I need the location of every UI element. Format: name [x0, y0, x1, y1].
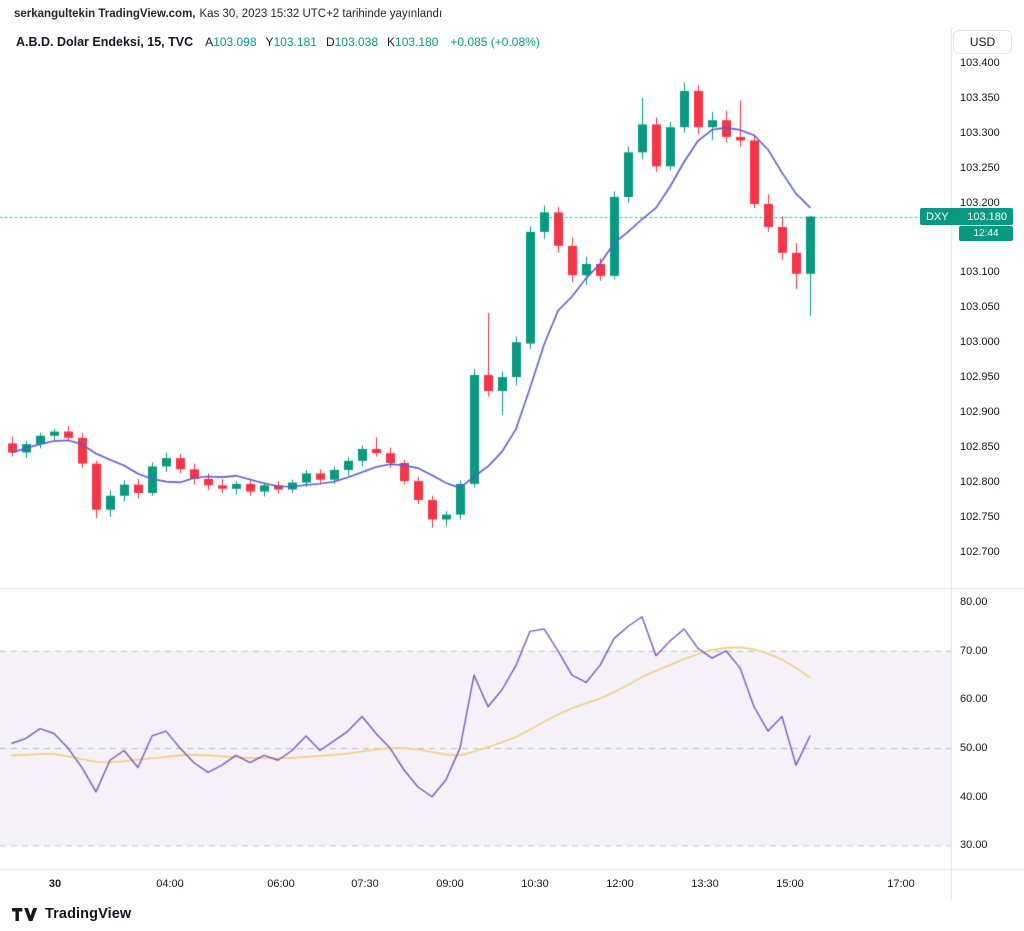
price-tick-label: 102.750 [960, 510, 1000, 523]
price-tick-label: 102.700 [960, 545, 1000, 558]
price-tick-label: 102.950 [960, 371, 1000, 384]
price-tick-label: 103.100 [960, 266, 1000, 279]
price-tick-label: 103.250 [960, 161, 1000, 174]
price-axis[interactable]: 103.400 103.350 103.300 103.250 103.200 103.1… [952, 28, 1024, 870]
rsi-tick-label: 40.00 [960, 790, 988, 803]
attribution-publisher: serkangultekin TradingView.com, [14, 8, 196, 20]
chart-legend: A.B.D. Dolar Endeksi, 15, TVC A103.098 Y… [16, 33, 540, 51]
rsi-tick-label: 80.00 [960, 596, 988, 609]
bar-countdown-badge: 12:44 [959, 226, 1013, 241]
attribution-bar: serkangultekin TradingView.com, Kas 30, … [14, 0, 442, 28]
last-price-value: 103.180 [967, 210, 1007, 223]
price-tick-label: 103.200 [960, 196, 1000, 209]
symbol-title[interactable]: A.B.D. Dolar Endeksi, 15, TVC [16, 35, 194, 49]
time-tick-label: 15:00 [776, 878, 804, 890]
time-tick-label: 17:00 [887, 878, 915, 890]
rsi-tick-label: 30.00 [960, 839, 988, 852]
time-tick-label: 04:00 [156, 878, 184, 890]
time-axis[interactable]: 30 04:00 06:00 07:30 09:00 10:30 12:00 13:30 15:… [0, 870, 1024, 902]
tradingview-logo-icon [12, 907, 38, 922]
time-tick-label: 09:00 [436, 878, 464, 890]
ohlc-open: A103.098 [205, 35, 257, 49]
price-tick-label: 103.000 [960, 336, 1000, 349]
price-tick-label: 103.400 [960, 56, 1000, 69]
currency-button[interactable]: USD [953, 30, 1012, 54]
price-tick-label: 102.850 [960, 440, 1000, 453]
price-tick-label: 102.800 [960, 475, 1000, 488]
ohlc-high: Y103.181 [265, 35, 317, 49]
price-tick-label: 103.050 [960, 301, 1000, 314]
last-price-badge: DXY 103.180 [920, 208, 1013, 225]
ohlc-low: D103.038 [325, 35, 379, 49]
change-value: +0.085 (+0.08%) [450, 35, 540, 49]
time-tick-label: 13:30 [691, 878, 719, 890]
last-price-symbol: DXY [926, 210, 949, 223]
time-tick-label: 06:00 [267, 878, 295, 890]
tradingview-wordmark: TradingView [45, 906, 132, 922]
attribution-date: Kas 30, 2023 15:32 UTC+2 tarihinde yayın… [199, 8, 443, 20]
time-tick-label: 07:30 [351, 878, 379, 890]
time-tick-label: 10:30 [521, 878, 549, 890]
price-tick-label: 102.900 [960, 406, 1000, 418]
rsi-tick-label: 50.00 [960, 742, 988, 755]
time-tick-label: 12:00 [606, 878, 634, 890]
price-tick-label: 103.350 [960, 91, 1000, 104]
ohlc-close: K103.180 [387, 35, 439, 49]
rsi-tick-label: 70.00 [960, 644, 988, 657]
tradingview-footer-link[interactable]: TradingView [12, 902, 131, 926]
price-tick-label: 103.300 [960, 126, 1000, 139]
time-tick-label: 30 [48, 878, 62, 890]
rsi-tick-label: 60.00 [960, 693, 988, 706]
